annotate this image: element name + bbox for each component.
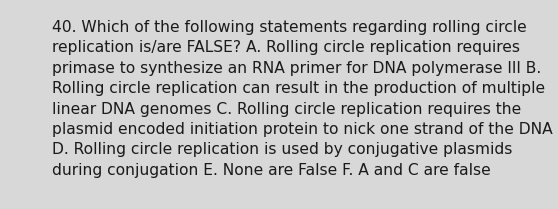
Text: 40. Which of the following statements regarding rolling circle replication is/ar: 40. Which of the following statements re…	[52, 20, 553, 178]
